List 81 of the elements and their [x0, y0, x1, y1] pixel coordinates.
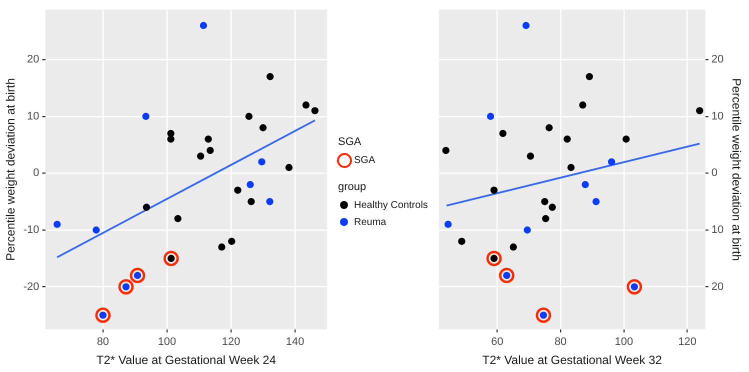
- point: [163, 250, 179, 266]
- x-tick-label: 80: [96, 336, 110, 348]
- point: [582, 180, 589, 188]
- point: [586, 73, 593, 80]
- x-axis-title: T2* Value at Gestational Week 32: [482, 353, 662, 368]
- point: [204, 136, 212, 143]
- y2-tick-label: 0: [711, 167, 718, 180]
- point: [592, 198, 600, 206]
- point: [234, 186, 242, 194]
- x-tick-label: 80: [554, 336, 567, 348]
- x-tick-label: 120: [222, 336, 240, 348]
- legend-label: SGA: [354, 155, 376, 166]
- point: [564, 136, 571, 143]
- point: [442, 146, 450, 154]
- point: [142, 204, 150, 211]
- point: [490, 186, 498, 194]
- point: [142, 112, 150, 120]
- legend-label: Healthy Controls: [354, 200, 428, 211]
- x-tick-label: 140: [286, 336, 304, 348]
- x-tick-label: 60: [491, 336, 504, 348]
- point: [548, 204, 556, 211]
- y-tick-label: 10: [27, 110, 40, 122]
- point: [579, 101, 586, 109]
- x-tick-label: 100: [158, 336, 176, 348]
- point: [311, 107, 319, 114]
- point: [167, 136, 174, 143]
- point: [245, 112, 253, 120]
- point: [197, 152, 204, 160]
- point: [266, 73, 274, 80]
- point: [522, 22, 530, 30]
- y-tick-label: 20: [27, 54, 40, 66]
- point: [54, 220, 61, 228]
- point: [95, 308, 111, 323]
- y2-tick-label: 20: [711, 54, 724, 66]
- point: [174, 215, 182, 222]
- point: [200, 22, 208, 30]
- point: [92, 226, 100, 234]
- x-tick-label: 100: [614, 336, 634, 348]
- point: [302, 101, 310, 109]
- point: [524, 226, 531, 234]
- legend-title: group: [338, 181, 368, 193]
- point: [499, 130, 506, 138]
- point: [248, 198, 255, 206]
- point: [499, 268, 514, 284]
- point: [259, 124, 267, 132]
- point: [510, 243, 517, 251]
- point: [458, 238, 466, 245]
- point: [444, 220, 452, 228]
- point: [626, 279, 642, 294]
- point: [228, 238, 236, 245]
- point: [567, 164, 575, 172]
- point: [486, 112, 494, 120]
- y-axis-title: Percentile weight deviation at birth: [4, 78, 18, 261]
- y-tick-label: -20: [23, 280, 40, 293]
- point: [622, 136, 630, 143]
- point: [258, 158, 266, 166]
- legend-label: Reuma: [354, 217, 386, 228]
- y2-tick-label: 10: [711, 110, 724, 122]
- point: [218, 243, 226, 251]
- y2-tick-label: 10: [711, 224, 724, 236]
- y2-tick-label: 20: [711, 280, 724, 293]
- point: [266, 198, 274, 206]
- y-tick-label: -10: [23, 224, 40, 236]
- point: [542, 215, 550, 222]
- point: [206, 146, 214, 154]
- point: [526, 152, 534, 160]
- y2-axis-title: Percentile weight deviation at birth: [729, 78, 744, 261]
- point: [285, 164, 293, 172]
- point: [130, 268, 146, 284]
- point: [536, 308, 552, 323]
- y-tick-label: 0: [33, 167, 40, 180]
- x-axis-title: T2* Value at Gestational Week 24: [96, 353, 276, 368]
- point: [546, 124, 553, 132]
- point: [246, 180, 254, 188]
- point: [118, 279, 134, 294]
- point: [541, 198, 548, 206]
- text: SGA: [338, 136, 362, 148]
- x-tick-label: 120: [678, 336, 696, 348]
- point: [486, 250, 502, 266]
- point: [608, 158, 616, 166]
- point: [696, 107, 704, 114]
